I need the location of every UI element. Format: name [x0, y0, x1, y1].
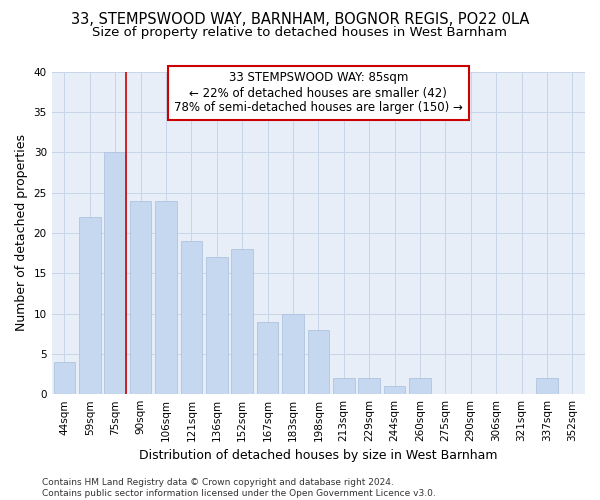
- Bar: [536, 378, 557, 394]
- Bar: [130, 200, 151, 394]
- Bar: [308, 330, 329, 394]
- X-axis label: Distribution of detached houses by size in West Barnham: Distribution of detached houses by size …: [139, 450, 497, 462]
- Bar: [181, 241, 202, 394]
- Text: Contains HM Land Registry data © Crown copyright and database right 2024.
Contai: Contains HM Land Registry data © Crown c…: [42, 478, 436, 498]
- Text: 33, STEMPSWOOD WAY, BARNHAM, BOGNOR REGIS, PO22 0LA: 33, STEMPSWOOD WAY, BARNHAM, BOGNOR REGI…: [71, 12, 529, 28]
- Bar: [206, 257, 227, 394]
- Bar: [155, 200, 177, 394]
- Bar: [104, 152, 126, 394]
- Bar: [384, 386, 406, 394]
- Bar: [232, 249, 253, 394]
- Bar: [358, 378, 380, 394]
- Bar: [257, 322, 278, 394]
- Bar: [333, 378, 355, 394]
- Bar: [79, 216, 101, 394]
- Bar: [282, 314, 304, 394]
- Text: Size of property relative to detached houses in West Barnham: Size of property relative to detached ho…: [92, 26, 508, 39]
- Bar: [409, 378, 431, 394]
- Text: 33 STEMPSWOOD WAY: 85sqm
← 22% of detached houses are smaller (42)
78% of semi-d: 33 STEMPSWOOD WAY: 85sqm ← 22% of detach…: [174, 72, 463, 114]
- Y-axis label: Number of detached properties: Number of detached properties: [15, 134, 28, 332]
- Bar: [53, 362, 75, 394]
